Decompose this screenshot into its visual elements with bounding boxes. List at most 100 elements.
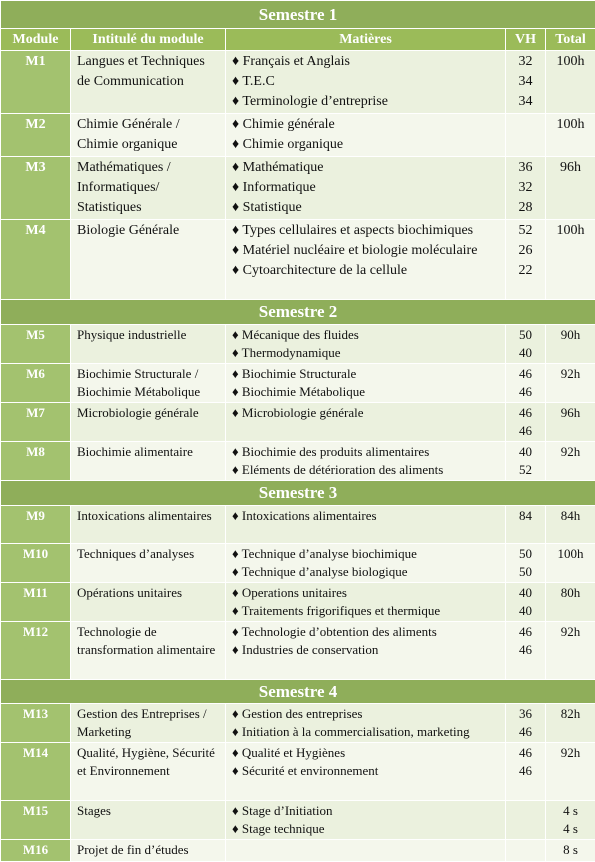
subjects: ♦ Gestion des entreprises♦ Initiation à …	[226, 704, 506, 743]
subjects: ♦ Types cellulaires et aspects biochimiq…	[226, 220, 506, 300]
module-title: Biochimie Structurale / Biochimie Métabo…	[71, 364, 226, 403]
subject: ♦ Types cellulaires et aspects biochimiq…	[232, 221, 499, 241]
subject: ♦ Cytoarchitecture de la cellule	[232, 261, 499, 281]
module-title: Opérations unitaires	[71, 583, 226, 622]
subjects	[226, 840, 506, 862]
module-title: Physique industrielle	[71, 325, 226, 364]
vh-value: 46	[512, 383, 539, 401]
subjects: ♦ Français et Anglais♦ T.E.C♦ Terminolog…	[226, 51, 506, 114]
vh-value: 26	[512, 241, 539, 261]
module-title: Qualité, Hygiène, Sécurité et Environnem…	[71, 743, 226, 801]
vh-value: 46	[512, 641, 539, 659]
vh	[506, 801, 546, 840]
subjects: ♦ Stage d’Initiation♦ Stage technique	[226, 801, 506, 840]
subject: ♦ Industries de conservation	[232, 641, 499, 659]
module-code: M6	[1, 364, 71, 403]
subject: ♦ Traitements frigorifiques et thermique	[232, 602, 499, 620]
subject: ♦ Biochimie des produits alimentaires	[232, 443, 499, 461]
subject: ♦ Stage technique	[232, 820, 499, 838]
module-code: M13	[1, 704, 71, 743]
subject: ♦ Chimie générale	[232, 115, 499, 135]
total: 80h	[546, 583, 595, 622]
vh-value: 46	[512, 404, 539, 422]
module-code: M5	[1, 325, 71, 364]
vh: 84	[506, 506, 546, 544]
vh-value: 46	[512, 422, 539, 440]
module-code: M14	[1, 743, 71, 801]
total: 96h	[546, 403, 595, 442]
module-title: Chimie Générale / Chimie organique	[71, 114, 226, 157]
column-header: Total	[546, 29, 595, 51]
subject: ♦ Chimie organique	[232, 135, 499, 155]
subject: ♦ Thermodynamique	[232, 344, 499, 362]
module-code: M2	[1, 114, 71, 157]
column-header: VH	[506, 29, 546, 51]
vh-value: 52	[512, 461, 539, 479]
subject: ♦ T.E.C	[232, 72, 499, 92]
vh-value: 40	[512, 443, 539, 461]
subjects: ♦ Mécanique des fluides♦ Thermodynamique	[226, 325, 506, 364]
vh-value: 46	[512, 744, 539, 762]
module-title: Langues et Techniques de Communication	[71, 51, 226, 114]
subjects: ♦ Qualité et Hygiènes♦ Sécurité et envir…	[226, 743, 506, 801]
semester-title: Semestre 4	[1, 680, 595, 704]
subjects: ♦ Operations unitaires♦ Traitements frig…	[226, 583, 506, 622]
subject: ♦ Qualité et Hygiènes	[232, 744, 499, 762]
vh-value: 32	[512, 178, 539, 198]
module-title: Techniques d’analyses	[71, 544, 226, 583]
subject: ♦ Technologie d’obtention des aliments	[232, 623, 499, 641]
module-code: M7	[1, 403, 71, 442]
total: 92h	[546, 442, 595, 481]
semester-title: Semestre 3	[1, 481, 595, 506]
subject: ♦ Mathématique	[232, 158, 499, 178]
subjects: ♦ Biochimie Structurale♦ Biochimie Métab…	[226, 364, 506, 403]
subject: ♦ Intoxications alimentaires	[232, 507, 499, 525]
total: 100h	[546, 51, 595, 114]
module-title: Intoxications alimentaires	[71, 506, 226, 544]
vh-value: 22	[512, 261, 539, 281]
total: 100h	[546, 114, 595, 157]
semester-title: Semestre 2	[1, 300, 595, 325]
total: 92h	[546, 622, 595, 680]
subjects: ♦ Technologie d’obtention des aliments♦ …	[226, 622, 506, 680]
module-code: M1	[1, 51, 71, 114]
module-code: M12	[1, 622, 71, 680]
total: 8 s	[546, 840, 595, 862]
module-title: Biochimie alimentaire	[71, 442, 226, 481]
vh	[506, 114, 546, 157]
module-code: M4	[1, 220, 71, 300]
vh-value: 84	[512, 507, 539, 525]
column-header: Intitulé du module	[71, 29, 226, 51]
module-title: Biologie Générale	[71, 220, 226, 300]
subject: ♦ Français et Anglais	[232, 52, 499, 72]
vh	[506, 840, 546, 862]
vh-value: 50	[512, 545, 539, 563]
module-code: M10	[1, 544, 71, 583]
module-title: Mathématiques / Informatiques/ Statistiq…	[71, 157, 226, 220]
total: 100h	[546, 220, 595, 300]
subject: ♦ Sécurité et environnement	[232, 762, 499, 780]
vh-value: 34	[512, 72, 539, 92]
column-header: Matières	[226, 29, 506, 51]
subject: ♦ Eléments de détérioration des aliments	[232, 461, 499, 479]
module-code: M3	[1, 157, 71, 220]
module-code: M16	[1, 840, 71, 862]
vh-value: 28	[512, 198, 539, 218]
module-code: M15	[1, 801, 71, 840]
module-title: Gestion des Entreprises / Marketing	[71, 704, 226, 743]
